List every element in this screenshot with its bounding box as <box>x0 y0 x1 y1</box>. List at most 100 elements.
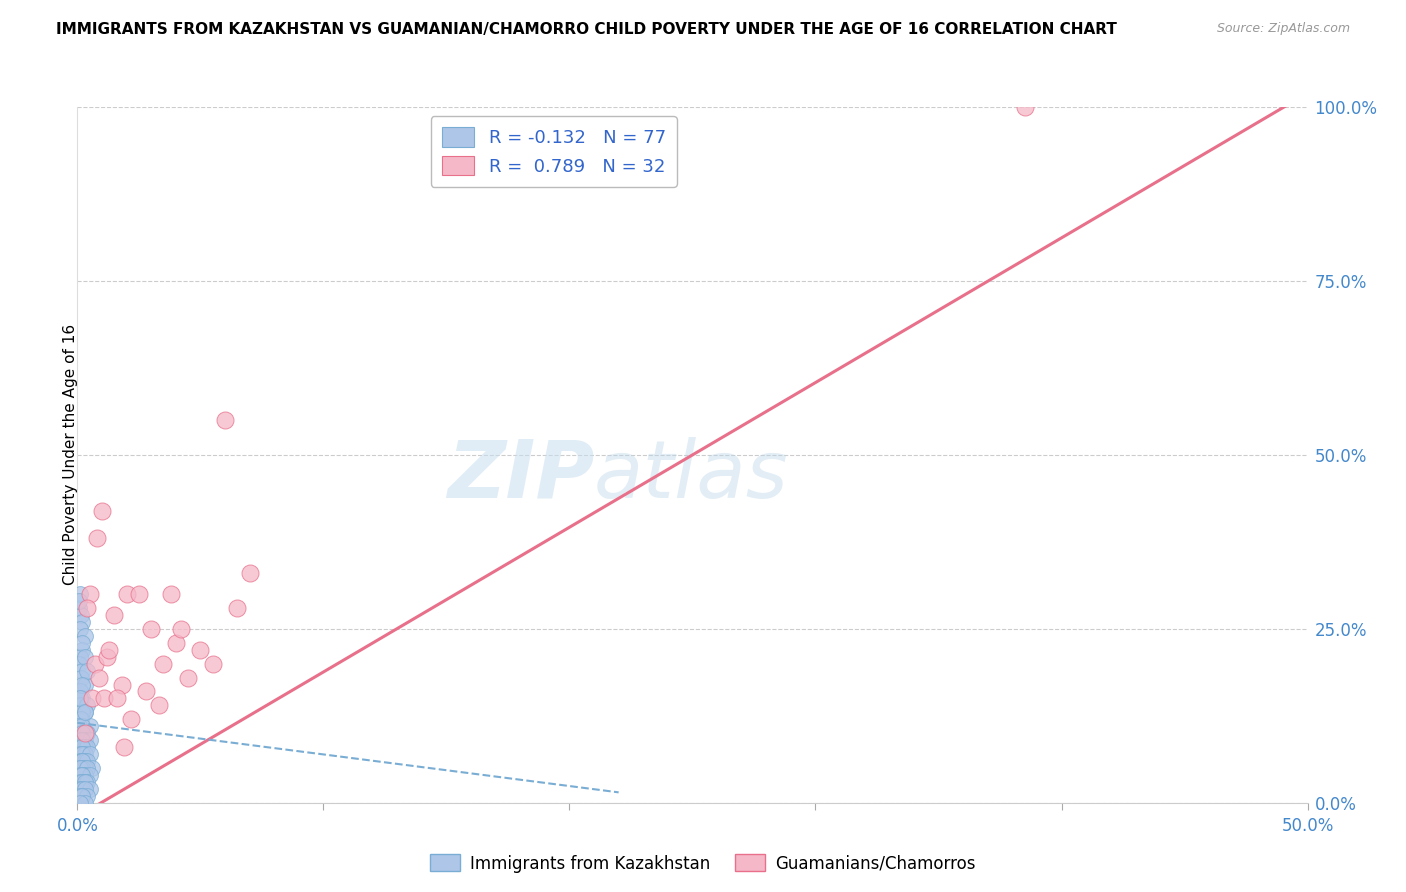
Point <box>69 733 91 747</box>
Point <box>73 706 96 720</box>
Point <box>70 671 93 685</box>
Point <box>135 684 157 698</box>
Point <box>69 691 91 706</box>
Point <box>70 740 93 755</box>
Point <box>70 789 93 803</box>
Point <box>115 587 138 601</box>
Point <box>239 566 262 581</box>
Point <box>112 740 135 755</box>
Point <box>73 726 96 740</box>
Point <box>190 642 212 657</box>
Text: Source: ZipAtlas.com: Source: ZipAtlas.com <box>1216 22 1350 36</box>
Point <box>103 607 125 622</box>
Point <box>67 691 90 706</box>
Text: ZIP: ZIP <box>447 437 595 515</box>
Point <box>105 691 128 706</box>
Point <box>82 761 104 775</box>
Point <box>73 747 96 761</box>
Point <box>70 636 93 650</box>
Point <box>69 649 91 664</box>
Point <box>70 691 93 706</box>
Point <box>70 761 93 775</box>
Point <box>69 775 91 789</box>
Legend: Immigrants from Kazakhstan, Guamanians/Chamorros: Immigrants from Kazakhstan, Guamanians/C… <box>423 847 983 880</box>
Text: atlas: atlas <box>595 437 789 515</box>
Point <box>67 594 90 608</box>
Point <box>201 657 224 671</box>
Point <box>76 761 98 775</box>
Point <box>69 622 91 636</box>
Point <box>1014 100 1036 114</box>
Point <box>73 761 96 775</box>
Point <box>73 733 96 747</box>
Point <box>160 587 183 601</box>
Point <box>70 747 93 761</box>
Point <box>70 754 93 768</box>
Point <box>73 768 96 782</box>
Point <box>79 781 101 796</box>
Point <box>70 677 93 691</box>
Point <box>70 781 93 796</box>
Point <box>121 712 143 726</box>
Point <box>76 664 98 678</box>
Point <box>69 754 91 768</box>
Point <box>70 775 93 789</box>
Point <box>73 796 96 810</box>
Point <box>70 789 93 803</box>
Point <box>70 642 93 657</box>
Point <box>73 629 96 643</box>
Point <box>76 754 98 768</box>
Point <box>89 671 111 685</box>
Point <box>67 657 90 671</box>
Point <box>69 768 91 782</box>
Point <box>170 622 193 636</box>
Point <box>76 698 98 713</box>
Point <box>152 657 174 671</box>
Point <box>70 768 93 782</box>
Point <box>69 587 91 601</box>
Point <box>76 789 98 803</box>
Point <box>69 740 91 755</box>
Point <box>73 781 96 796</box>
Point <box>70 664 93 678</box>
Point <box>177 671 200 685</box>
Point <box>76 740 98 755</box>
Point <box>69 712 91 726</box>
Point <box>98 642 121 657</box>
Point <box>141 622 163 636</box>
Point <box>86 532 108 546</box>
Point <box>70 768 93 782</box>
Point <box>70 615 93 629</box>
Text: IMMIGRANTS FROM KAZAKHSTAN VS GUAMANIAN/CHAMORRO CHILD POVERTY UNDER THE AGE OF : IMMIGRANTS FROM KAZAKHSTAN VS GUAMANIAN/… <box>56 22 1118 37</box>
Point <box>226 601 249 615</box>
Point <box>165 636 187 650</box>
Point <box>96 649 118 664</box>
Point <box>73 649 96 664</box>
Point <box>76 601 98 615</box>
Point <box>70 733 93 747</box>
Point <box>90 503 114 517</box>
Point <box>83 657 105 671</box>
Point <box>73 706 96 720</box>
Point <box>70 726 93 740</box>
Point <box>76 775 98 789</box>
Point <box>70 754 93 768</box>
Point <box>214 413 236 427</box>
Point <box>69 684 91 698</box>
Point <box>79 719 101 733</box>
Point <box>82 691 104 706</box>
Point <box>79 733 101 747</box>
Point <box>69 698 91 713</box>
Point <box>69 781 91 796</box>
Point <box>73 754 96 768</box>
Point <box>111 677 132 691</box>
Y-axis label: Child Poverty Under the Age of 16: Child Poverty Under the Age of 16 <box>63 325 77 585</box>
Point <box>79 747 101 761</box>
Point <box>73 775 96 789</box>
Point <box>73 677 96 691</box>
Point <box>67 719 90 733</box>
Point <box>79 587 101 601</box>
Legend: R = -0.132   N = 77, R =  0.789   N = 32: R = -0.132 N = 77, R = 0.789 N = 32 <box>430 116 676 186</box>
Point <box>69 761 91 775</box>
Point <box>148 698 170 713</box>
